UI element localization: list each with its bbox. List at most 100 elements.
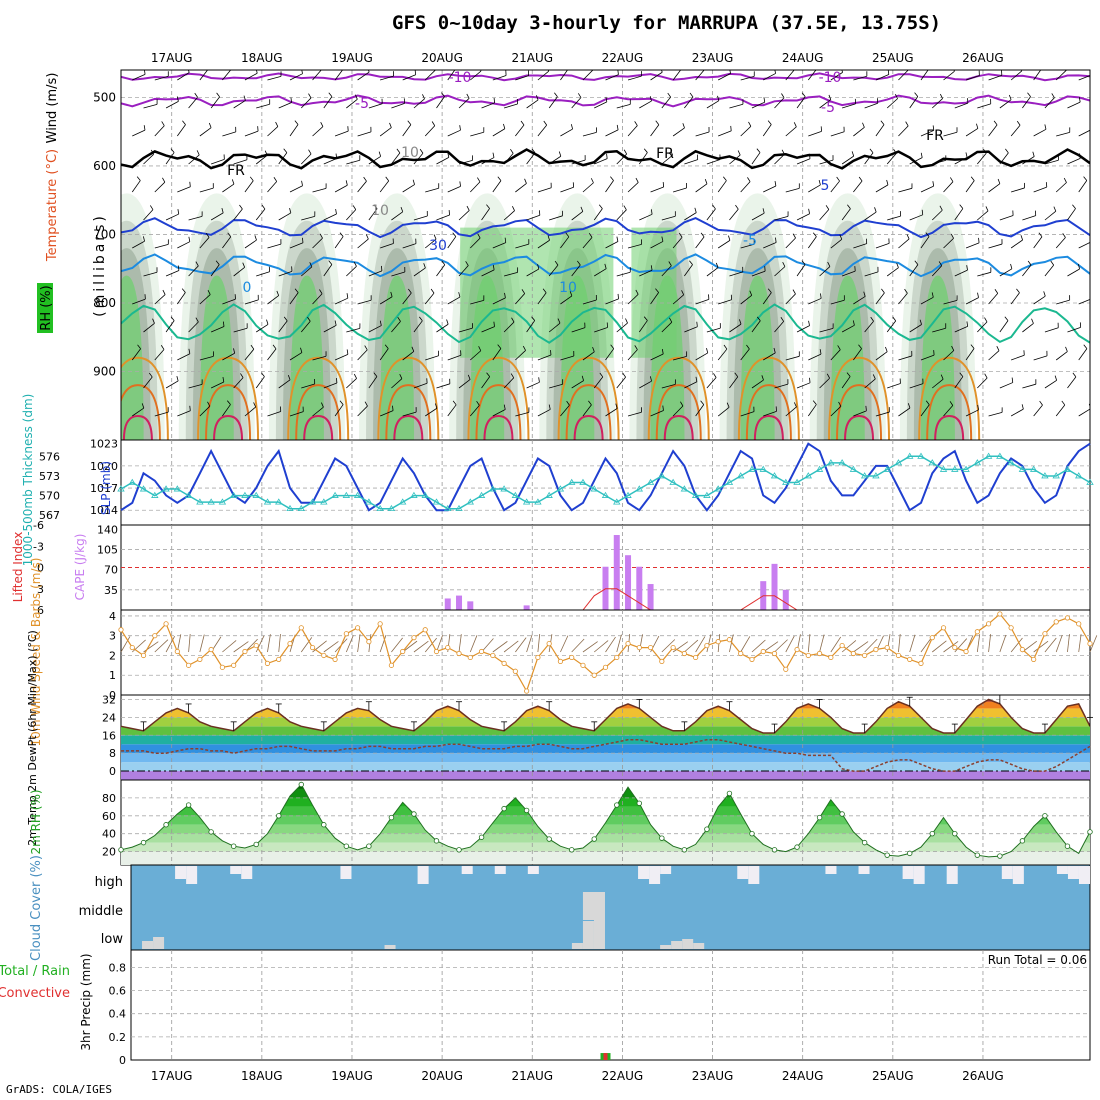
wind-barb bbox=[740, 348, 750, 361]
temp-band bbox=[121, 753, 1090, 763]
wind-barb bbox=[841, 155, 854, 165]
wind-barb bbox=[695, 236, 705, 249]
wind-barb bbox=[515, 243, 529, 249]
wind-barb bbox=[898, 70, 909, 81]
rh-point bbox=[861, 839, 868, 846]
wind-barb-flag bbox=[610, 176, 614, 181]
wind-barb bbox=[222, 70, 232, 81]
wind-barb bbox=[718, 299, 732, 305]
wind-barb bbox=[627, 243, 642, 249]
surface-temp-contour bbox=[844, 415, 875, 440]
rh-point bbox=[163, 822, 169, 828]
wind-barb bbox=[1033, 355, 1048, 361]
wind-barb bbox=[222, 236, 232, 249]
wind-barb-flag bbox=[599, 372, 604, 378]
wind-barb-flag bbox=[221, 207, 224, 213]
wind-barb-flag bbox=[931, 292, 934, 298]
li-ylabel: Lifted Index bbox=[11, 532, 25, 603]
wind-barb bbox=[988, 411, 1003, 417]
axis-tick-label: 0 bbox=[109, 689, 116, 702]
surface-barb bbox=[526, 634, 533, 653]
wind-barb-flag bbox=[307, 316, 311, 322]
surface-barb bbox=[706, 634, 712, 653]
wind-barb-flag bbox=[792, 289, 796, 295]
wind-barb bbox=[244, 180, 254, 193]
wind-barb-flag bbox=[511, 317, 515, 323]
wind-barb bbox=[965, 297, 979, 305]
thickness-marker bbox=[556, 485, 565, 492]
thickness-marker bbox=[691, 491, 700, 498]
bottom-date-label: 21AUG bbox=[511, 1069, 553, 1083]
wind-speed-point bbox=[231, 662, 237, 668]
wind-barb bbox=[357, 180, 367, 193]
wind-barb-flag bbox=[1051, 93, 1055, 98]
thickness-marker bbox=[489, 485, 497, 492]
wind-barb-flag bbox=[554, 260, 559, 266]
cloud-gap-high bbox=[494, 866, 506, 874]
wind-barb bbox=[503, 321, 515, 333]
wind-barb bbox=[1044, 264, 1055, 277]
wind-barb-flag bbox=[580, 206, 584, 212]
thickness-marker bbox=[996, 452, 1004, 459]
wind-barb bbox=[447, 296, 461, 305]
wind-barb-flag bbox=[635, 177, 639, 183]
wind-barb bbox=[706, 377, 717, 389]
rh-point bbox=[366, 843, 372, 849]
wind-speed-point bbox=[208, 646, 214, 653]
wind-barb bbox=[684, 159, 698, 165]
wind-speed-point bbox=[794, 646, 800, 653]
rh-point bbox=[614, 802, 620, 808]
wind-barb-flag bbox=[143, 125, 146, 131]
wind-barb bbox=[312, 187, 327, 193]
cape-bar bbox=[647, 584, 654, 610]
wind-barb-flag bbox=[510, 373, 515, 379]
wind-barb bbox=[199, 294, 211, 305]
surface-barb bbox=[391, 637, 403, 653]
wind-barb bbox=[154, 243, 169, 249]
wind-barb bbox=[616, 322, 628, 333]
wind-barb-flag bbox=[1061, 400, 1066, 406]
wind-barb-flag bbox=[239, 204, 243, 210]
wind-speed-point bbox=[377, 621, 383, 627]
wind-speed-point bbox=[997, 611, 1003, 617]
wind-barb bbox=[785, 126, 797, 137]
wind-speed-point bbox=[1076, 621, 1082, 627]
thickness-marker bbox=[184, 491, 193, 498]
wind-barb-flag bbox=[649, 96, 652, 102]
wind-barb bbox=[1078, 180, 1088, 193]
bottom-date-label: 18AUG bbox=[241, 1069, 283, 1083]
wind-barb bbox=[1044, 210, 1057, 221]
cloud-gap-high bbox=[858, 866, 870, 874]
wind-barb bbox=[1089, 219, 1090, 220]
bottom-date-label: 24AUG bbox=[782, 1069, 824, 1083]
axis-tick-label: 1014 bbox=[90, 504, 118, 517]
wind-barb-flag bbox=[1008, 94, 1012, 100]
wind-barb-flag bbox=[240, 373, 244, 378]
thickness-marker bbox=[466, 498, 474, 505]
wind-barb bbox=[368, 156, 381, 165]
wind-barb bbox=[594, 327, 608, 333]
axis-tick-label: 20 bbox=[102, 846, 116, 859]
cloud-low-bar bbox=[671, 941, 683, 949]
surface-barb bbox=[684, 639, 699, 653]
wind-barb bbox=[413, 382, 428, 389]
wind-barb-flag bbox=[623, 149, 628, 155]
cape-bar bbox=[456, 595, 463, 610]
precip-ylabel-conv: Convective bbox=[0, 986, 70, 1001]
wind-barb bbox=[864, 152, 874, 165]
wind-barb bbox=[334, 404, 344, 417]
wind-barb-flag bbox=[588, 400, 592, 406]
wind-speed-point bbox=[985, 621, 992, 627]
wind-barb-flag bbox=[678, 65, 681, 69]
wind-speed-point bbox=[884, 644, 890, 651]
wind-barb-flag bbox=[340, 65, 343, 69]
surface-temp-contour bbox=[295, 384, 342, 440]
wind-barb bbox=[436, 383, 450, 389]
thickness-marker bbox=[939, 465, 948, 472]
wind-barb bbox=[594, 268, 607, 277]
wind-barb bbox=[943, 350, 955, 361]
wind-barb bbox=[1055, 70, 1067, 81]
cape-axis-ticks: -6 -3 0 3 6 140 105 70 35 bbox=[33, 519, 118, 617]
wind-barb bbox=[627, 411, 642, 417]
wind-barb-flag bbox=[492, 264, 495, 270]
